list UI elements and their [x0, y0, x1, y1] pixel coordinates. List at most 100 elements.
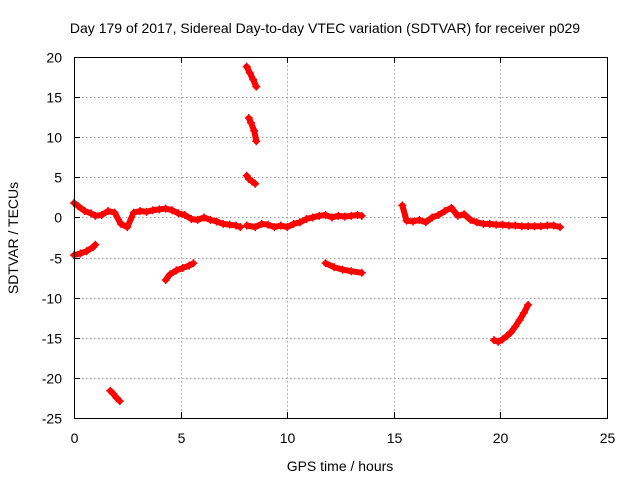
data-point: [507, 328, 516, 337]
data-point: [246, 118, 255, 127]
data-point: [251, 223, 260, 232]
data-point: [357, 268, 366, 277]
data-point: [180, 211, 189, 220]
data-point: [249, 75, 258, 84]
data-point: [200, 213, 209, 222]
data-point: [321, 211, 330, 220]
data-point: [315, 211, 324, 220]
data-point: [440, 207, 449, 216]
data-point: [212, 217, 221, 226]
data-point: [511, 221, 520, 230]
data-point: [408, 217, 417, 226]
data-point: [340, 212, 349, 221]
y-tick-label: -5: [50, 251, 63, 267]
series-main-band-1: [70, 199, 245, 232]
series-trace: [245, 115, 260, 145]
data-point: [242, 62, 251, 71]
data-point: [178, 263, 187, 272]
data-point: [236, 223, 245, 232]
data-point: [129, 208, 138, 217]
data-point: [74, 202, 83, 211]
data-point: [165, 270, 174, 279]
data-point: [321, 259, 330, 268]
data-point: [252, 82, 261, 91]
data-point: [327, 213, 336, 222]
data-point: [219, 219, 228, 228]
series-trace: [107, 387, 123, 405]
axis-ticks: 0 5 10 15 20 25 -25 -20 -15 -10 -5 0 5 10 15 20: [42, 50, 616, 447]
x-tick-label: 0: [71, 430, 79, 446]
plot-frame: [74, 57, 608, 419]
data-point: [250, 126, 259, 135]
data-point: [498, 335, 507, 344]
data-point: [334, 211, 343, 220]
data-point: [104, 207, 113, 216]
data-point: [82, 247, 91, 256]
data-point: [206, 215, 215, 224]
data-point: [283, 223, 292, 232]
data-point: [91, 211, 100, 220]
series-segment-h: [490, 300, 533, 346]
data-point: [347, 267, 356, 276]
data-point: [97, 211, 106, 220]
data-point: [161, 204, 170, 213]
series-trace: [243, 63, 260, 90]
data-point: [225, 220, 234, 229]
data-point: [244, 113, 253, 122]
y-tick-label: -25: [42, 411, 62, 427]
y-tick-label: 5: [54, 170, 62, 186]
data-point: [80, 207, 89, 216]
data-point: [110, 208, 119, 217]
x-tick-label: 15: [387, 430, 403, 446]
data-point: [289, 219, 298, 228]
data-point: [161, 276, 170, 285]
data-point: [148, 206, 157, 215]
data-point: [142, 207, 151, 216]
data-point: [519, 308, 528, 317]
data-point: [472, 218, 481, 227]
data-point: [466, 215, 475, 224]
x-tick-label: 10: [280, 430, 296, 446]
data-point: [502, 332, 511, 341]
data-point: [276, 221, 285, 230]
data-point: [511, 322, 520, 331]
data-point: [252, 137, 261, 146]
x-axis-label: GPS time / hours: [287, 458, 394, 474]
data-point: [87, 209, 96, 218]
data-point: [123, 223, 132, 232]
data-point: [398, 201, 407, 210]
x-tick-label: 5: [178, 430, 186, 446]
data-point: [536, 222, 545, 231]
data-point: [116, 219, 125, 228]
series-segment-g: [321, 259, 366, 277]
data-point: [524, 300, 533, 309]
series-segment-e: [244, 113, 261, 146]
y-tick-label: -20: [42, 371, 62, 387]
data-point: [155, 205, 164, 214]
data-point: [302, 215, 311, 224]
data-point: [338, 265, 347, 274]
data-point: [428, 213, 437, 222]
data-point: [91, 240, 100, 249]
data-point: [109, 389, 118, 398]
data-point: [185, 261, 194, 270]
grid: [74, 57, 607, 418]
data-point: [242, 221, 251, 230]
data-point: [245, 69, 254, 78]
series-segment-b: [106, 386, 124, 406]
data-point: [421, 218, 430, 227]
data-point: [136, 207, 145, 216]
chart-title: Day 179 of 2017, Sidereal Day-to-day VTE…: [70, 20, 580, 36]
series-main-band-2: [242, 211, 366, 232]
y-tick-label: 15: [46, 90, 62, 106]
data-point: [357, 211, 366, 220]
y-tick-label: 20: [46, 50, 62, 66]
data-point: [549, 221, 558, 230]
data-point: [115, 397, 124, 406]
data-point: [251, 179, 260, 188]
data-point: [189, 259, 198, 268]
data-point: [434, 211, 443, 220]
plot-area: [70, 62, 565, 406]
